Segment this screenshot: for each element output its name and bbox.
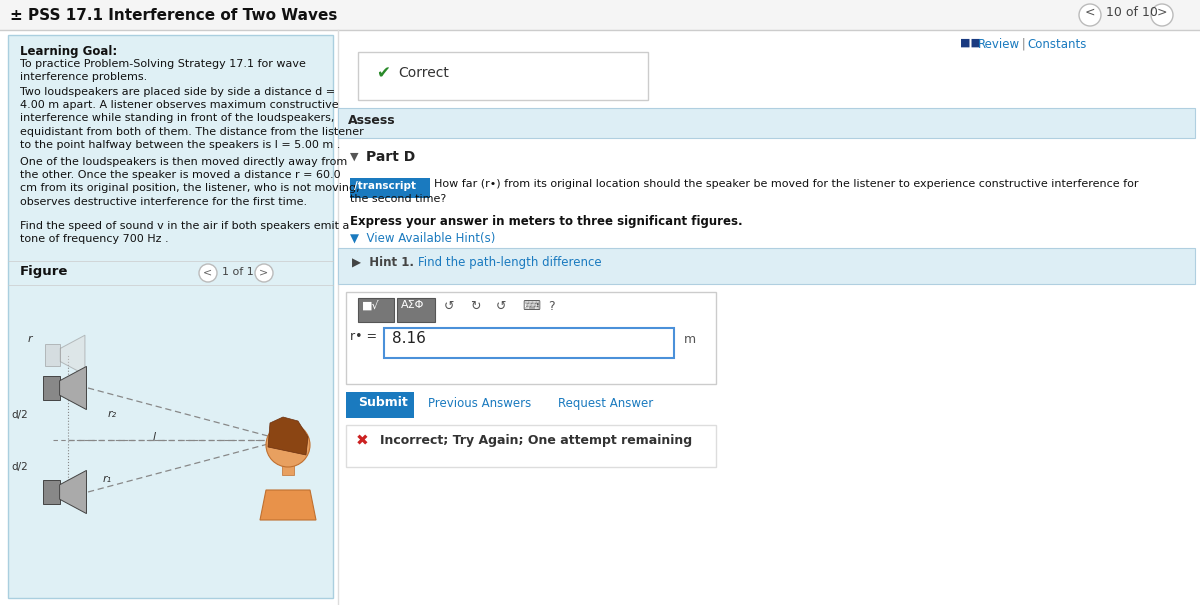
Text: One of the loudspeakers is then moved directly away from
the other. Once the spe: One of the loudspeakers is then moved di… xyxy=(20,157,360,206)
Bar xyxy=(282,459,294,475)
Text: ↺: ↺ xyxy=(444,300,455,313)
Text: ✔: ✔ xyxy=(376,64,390,82)
Text: Incorrect; Try Again; One attempt remaining: Incorrect; Try Again; One attempt remain… xyxy=(380,434,692,447)
Text: <: < xyxy=(203,267,212,277)
Polygon shape xyxy=(60,367,86,410)
Text: ✖: ✖ xyxy=(356,433,368,448)
Text: >: > xyxy=(259,267,269,277)
Text: ?: ? xyxy=(548,300,554,313)
Text: Constants: Constants xyxy=(1027,38,1086,51)
Text: AΣΦ: AΣΦ xyxy=(401,300,425,310)
Bar xyxy=(346,292,716,384)
Text: Find the speed of sound v in the air if both speakers emit a
tone of frequency 7: Find the speed of sound v in the air if … xyxy=(20,221,349,244)
Bar xyxy=(0,0,1200,30)
Text: <: < xyxy=(1085,6,1096,19)
Text: ▶  Hint 1.: ▶ Hint 1. xyxy=(352,256,418,269)
Polygon shape xyxy=(60,335,85,375)
Text: Previous Answers: Previous Answers xyxy=(428,397,532,410)
Bar xyxy=(43,376,60,400)
Bar xyxy=(346,425,716,467)
Circle shape xyxy=(199,264,217,282)
Text: ■■: ■■ xyxy=(960,38,984,48)
Bar xyxy=(358,52,648,100)
Text: Express your answer in meters to three significant figures.: Express your answer in meters to three s… xyxy=(350,215,743,228)
Text: ⌨: ⌨ xyxy=(522,300,540,313)
Bar xyxy=(8,35,334,598)
Text: the second time?: the second time? xyxy=(350,194,446,204)
Text: Two loudspeakers are placed side by side a distance d =
4.00 m apart. A listener: Two loudspeakers are placed side by side… xyxy=(20,87,364,150)
Circle shape xyxy=(266,423,310,467)
Text: Review: Review xyxy=(978,38,1020,51)
Text: ■√: ■√ xyxy=(362,300,379,310)
Bar xyxy=(397,298,436,322)
Bar xyxy=(350,178,430,198)
Bar xyxy=(358,298,394,322)
Text: Learning Goal:: Learning Goal: xyxy=(20,45,118,58)
Bar xyxy=(338,108,1195,138)
Text: /transcript: /transcript xyxy=(354,181,416,191)
Bar xyxy=(44,344,60,366)
Polygon shape xyxy=(260,490,316,520)
Circle shape xyxy=(1151,4,1174,26)
Text: ± PSS 17.1 Interference of Two Waves: ± PSS 17.1 Interference of Two Waves xyxy=(10,8,337,23)
Text: Correct: Correct xyxy=(398,66,449,80)
Bar xyxy=(346,392,414,418)
Text: ▼: ▼ xyxy=(350,152,359,162)
Text: Submit: Submit xyxy=(358,396,408,409)
Text: Find the path-length difference: Find the path-length difference xyxy=(418,256,601,269)
Bar xyxy=(43,480,60,504)
Text: d/2: d/2 xyxy=(11,410,28,420)
Circle shape xyxy=(256,264,274,282)
Text: d/2: d/2 xyxy=(11,462,28,472)
Text: ↻: ↻ xyxy=(470,300,480,313)
Text: Assess: Assess xyxy=(348,114,396,127)
Text: ↺: ↺ xyxy=(496,300,506,313)
Text: r: r xyxy=(28,333,32,344)
Text: 10 of 10: 10 of 10 xyxy=(1106,6,1158,19)
Text: How far (r•) from its original location should the speaker be moved for the list: How far (r•) from its original location … xyxy=(434,179,1139,189)
Text: m: m xyxy=(684,333,696,346)
Text: l: l xyxy=(154,432,156,442)
Text: 8.16: 8.16 xyxy=(392,331,426,346)
Circle shape xyxy=(1079,4,1102,26)
Text: r₂: r₂ xyxy=(108,409,118,419)
Text: Part D: Part D xyxy=(366,150,415,164)
Text: 1 of 1: 1 of 1 xyxy=(222,267,253,277)
Text: ▼  View Available Hint(s): ▼ View Available Hint(s) xyxy=(350,232,496,245)
Text: To practice Problem-Solving Strategy 17.1 for wave
interference problems.: To practice Problem-Solving Strategy 17.… xyxy=(20,59,306,82)
Text: >: > xyxy=(1157,6,1168,19)
Text: r• =: r• = xyxy=(350,330,377,343)
Polygon shape xyxy=(60,471,86,514)
Bar xyxy=(384,328,674,358)
Bar xyxy=(338,248,1195,284)
Polygon shape xyxy=(268,417,308,455)
Text: r₁: r₁ xyxy=(103,474,112,484)
Text: Figure: Figure xyxy=(20,265,68,278)
Text: Request Answer: Request Answer xyxy=(558,397,653,410)
Text: |: | xyxy=(1018,38,1030,51)
